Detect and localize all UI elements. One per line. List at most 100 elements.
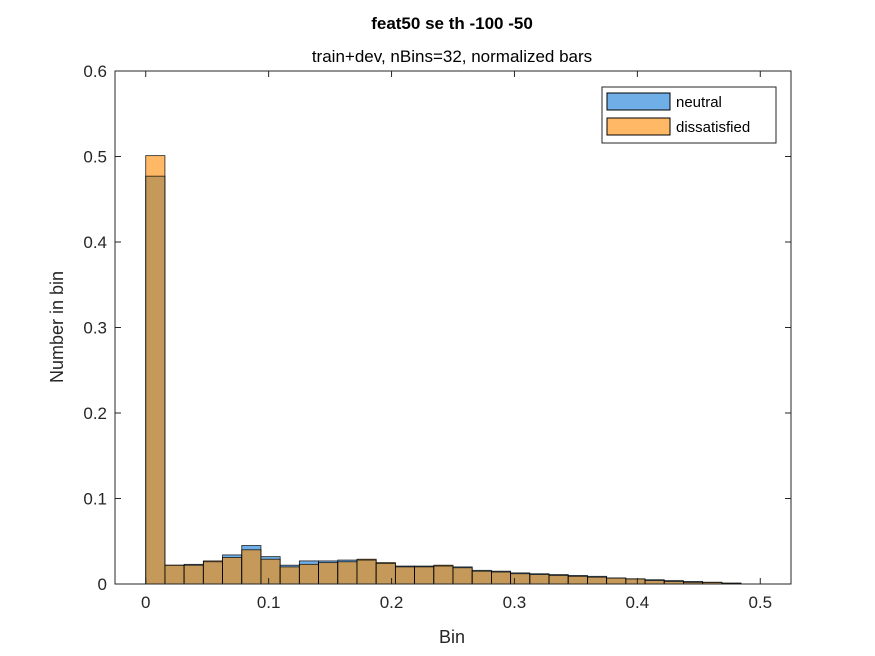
bar-overlap: [318, 562, 338, 584]
histogram-bin: [471, 569, 492, 585]
y-tick-label: 0.2: [83, 404, 107, 423]
bar-neutral-excess: [280, 565, 300, 567]
chart-subtitle: train+dev, nBins=32, normalized bars: [312, 47, 592, 66]
bar-overlap: [299, 564, 319, 584]
bar-overlap: [414, 566, 434, 584]
bar-neutral-excess: [260, 556, 281, 560]
histogram-bin: [222, 554, 243, 585]
legend-swatch-dissatisfied: [606, 117, 671, 136]
bar-overlap: [702, 582, 722, 584]
bar-neutral-excess: [318, 560, 338, 563]
bar-overlap: [472, 571, 492, 584]
bar-neutral-excess: [472, 570, 492, 572]
histogram-bin: [260, 556, 281, 585]
y-tick-label: 0.3: [83, 319, 107, 338]
bar-overlap: [645, 580, 665, 584]
bar-overlap: [664, 581, 684, 584]
bar-overlap: [164, 565, 185, 584]
bar-overlap: [587, 577, 607, 584]
histogram-bin: [337, 559, 358, 585]
bar-overlap: [356, 560, 377, 584]
bar-neutral-excess: [529, 573, 550, 575]
bar-neutral-excess: [414, 566, 434, 567]
histogram-bin: [452, 566, 473, 585]
histogram-bin: [414, 565, 435, 585]
bar-dissatisfied-excess: [145, 155, 165, 177]
histogram-bin: [567, 575, 588, 585]
bar-overlap: [606, 578, 626, 584]
histogram-bin: [202, 560, 223, 585]
bar-overlap: [280, 566, 300, 584]
y-tick-label: 0.6: [83, 62, 107, 81]
histogram-bin: [510, 572, 531, 585]
bar-overlap: [376, 563, 396, 584]
bar-neutral-excess: [491, 571, 511, 573]
histogram-bin: [183, 563, 204, 585]
bar-neutral-excess: [683, 581, 703, 583]
bar-overlap: [625, 578, 646, 584]
bar-neutral-excess: [453, 566, 473, 568]
bar-neutral-excess: [645, 579, 665, 581]
histogram-bin: [394, 565, 415, 585]
bar-overlap: [510, 573, 530, 584]
histogram-bin: [548, 574, 569, 585]
x-tick-label: 0.1: [257, 593, 281, 612]
bar-neutral-excess: [222, 554, 242, 558]
bar-dissatisfied-excess: [433, 565, 453, 567]
x-tick-label: 0.4: [626, 593, 650, 612]
bar-neutral-excess: [568, 575, 588, 577]
histogram-bin: [606, 577, 627, 585]
histogram-bin: [241, 545, 262, 585]
bar-neutral-excess: [510, 572, 530, 574]
bar-overlap: [453, 567, 473, 584]
legend-swatch-neutral: [606, 92, 671, 111]
y-tick-label: 0: [98, 575, 107, 594]
bar-neutral-excess: [299, 560, 319, 565]
chart-title: feat50 se th -100 -50: [371, 14, 533, 33]
histogram-bin: [279, 564, 300, 585]
histogram-bin: [145, 155, 166, 585]
bar-neutral-excess: [395, 566, 415, 567]
y-axis-label: Number in bin: [47, 271, 67, 383]
histogram-bin: [375, 562, 396, 585]
histogram-bin: [644, 579, 665, 585]
legend: neutral dissatisfied: [601, 86, 777, 144]
bar-overlap: [184, 565, 204, 584]
legend-label-neutral: neutral: [676, 94, 722, 111]
bar-overlap: [222, 557, 242, 584]
bar-neutral-excess: [587, 576, 607, 578]
x-axis-label: Bin: [439, 627, 465, 647]
plot-area: [115, 71, 791, 584]
bar-dissatisfied-excess: [203, 560, 223, 562]
bars-layer: [145, 155, 742, 585]
y-tick-label: 0.1: [83, 490, 107, 509]
histogram-bin: [491, 570, 512, 585]
y-tick-label: 0.5: [83, 148, 107, 167]
x-tick-label: 0.5: [748, 593, 772, 612]
histogram-bin: [529, 573, 550, 585]
bar-overlap: [203, 561, 223, 584]
x-axis: 0 0.1 0.2 0.3 0.4 0.5: [141, 71, 772, 612]
bar-overlap: [683, 582, 703, 584]
x-tick-label: 0.3: [503, 593, 527, 612]
x-tick-label: 0: [141, 593, 150, 612]
histogram-bin: [663, 580, 684, 585]
bar-overlap: [529, 574, 550, 584]
histogram-bin: [318, 560, 339, 585]
bar-overlap: [145, 176, 165, 585]
histogram-bin: [298, 560, 319, 585]
bar-overlap: [491, 572, 511, 584]
legend-label-dissatisfied: dissatisfied: [676, 119, 750, 136]
bar-neutral-excess: [549, 574, 569, 576]
bar-neutral-excess: [664, 580, 684, 582]
bar-overlap: [337, 561, 357, 584]
histogram-bin: [625, 578, 646, 585]
y-tick-label: 0.4: [83, 233, 107, 252]
bar-overlap: [568, 576, 588, 584]
bar-overlap: [549, 575, 569, 584]
histogram-bin: [587, 575, 608, 585]
histogram-bin: [433, 564, 454, 585]
bar-overlap: [260, 559, 281, 584]
x-tick-label: 0.2: [380, 593, 404, 612]
